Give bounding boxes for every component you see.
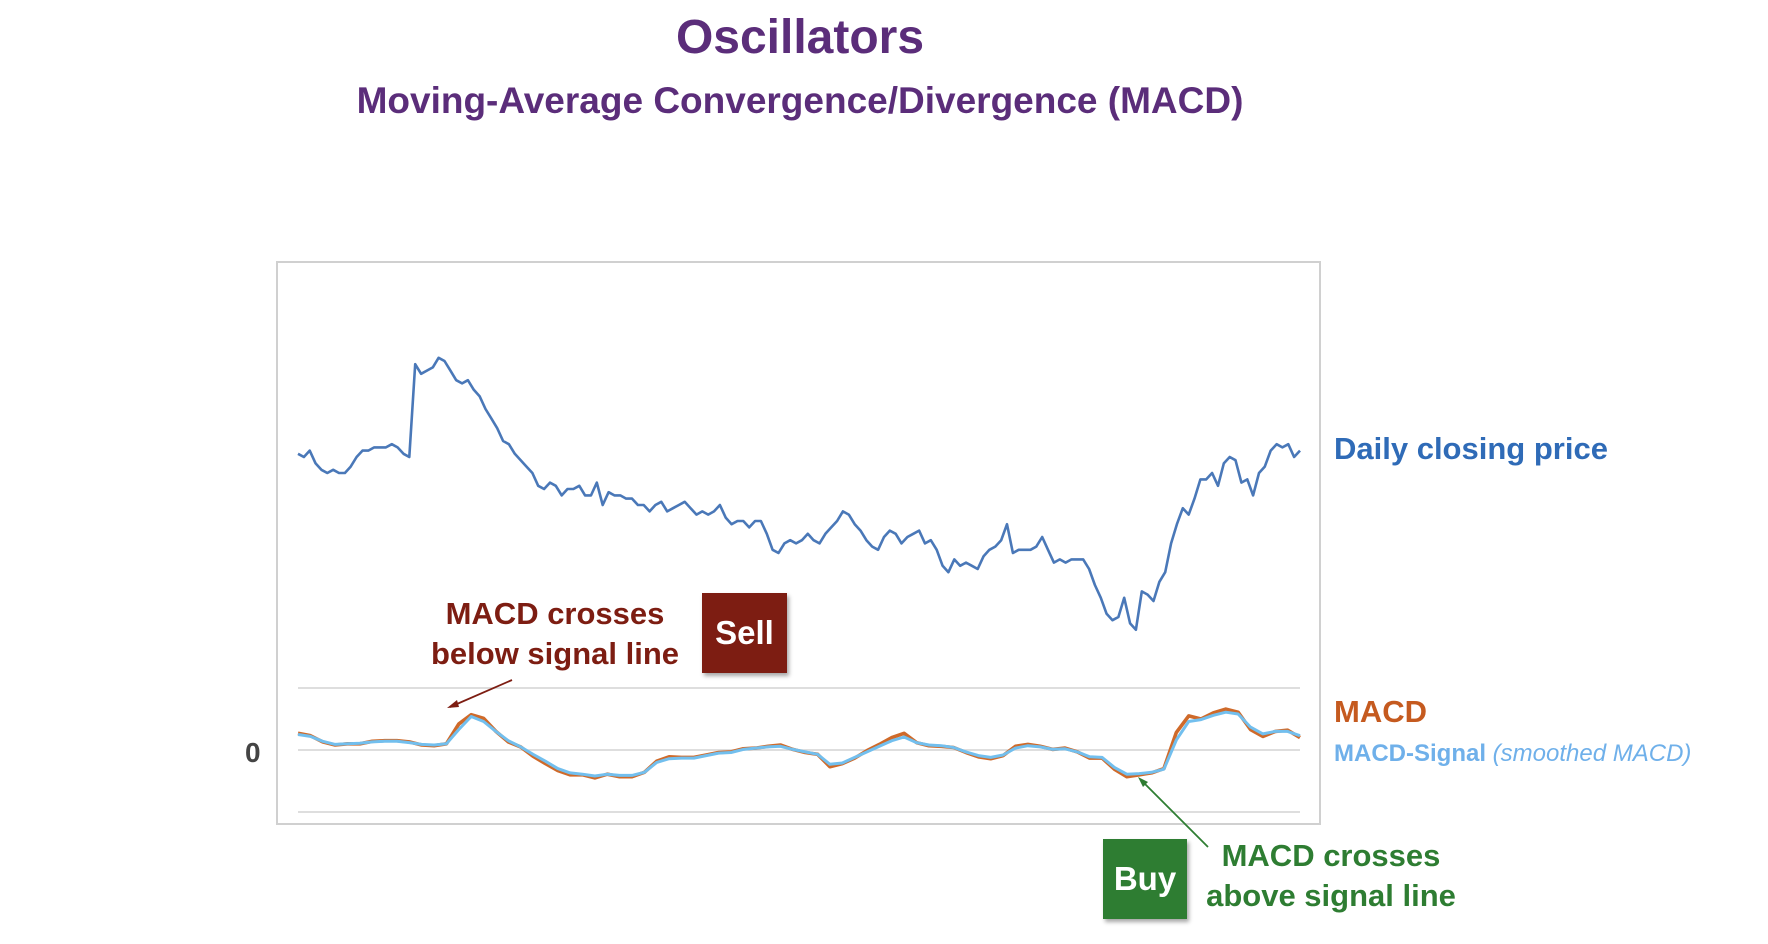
sell-arrow	[449, 679, 513, 708]
zero-tick-label: 0	[245, 737, 261, 768]
signal-series-note: (smoothed MACD)	[1492, 740, 1692, 767]
series-line-daily-closing-price	[297, 356, 1301, 632]
series-layer	[297, 356, 1301, 780]
buy-badge: Buy	[1103, 839, 1187, 919]
page-subtitle: Moving-Average Convergence/Divergence (M…	[356, 80, 1244, 121]
buy-annotation-line2: above signal line	[1206, 878, 1456, 913]
sell-arrowhead	[447, 700, 459, 708]
plot-frame	[276, 261, 1321, 825]
sell-annotation-line1: MACD crosses	[445, 596, 665, 631]
sell-annotation-line2: below signal line	[430, 636, 680, 671]
signal-label-row: MACD-Signal (smoothed MACD)	[1334, 740, 1691, 768]
price-series-label: Daily closing price	[1334, 431, 1608, 466]
buy-arrow	[1140, 779, 1209, 848]
buy-annotation-line1: MACD crosses	[1221, 838, 1441, 873]
sell-annotation: MACD crosses below signal line	[410, 594, 700, 674]
buy-arrowhead	[1138, 777, 1148, 787]
macd-series-label: MACD	[1334, 694, 1427, 729]
signal-series-label: MACD-Signal	[1334, 740, 1486, 767]
sell-badge: Sell	[702, 593, 787, 673]
series-line-macd-signal	[297, 710, 1301, 778]
buy-annotation: MACD crosses above signal line	[1186, 836, 1476, 916]
page-title: Oscillators	[675, 11, 925, 64]
